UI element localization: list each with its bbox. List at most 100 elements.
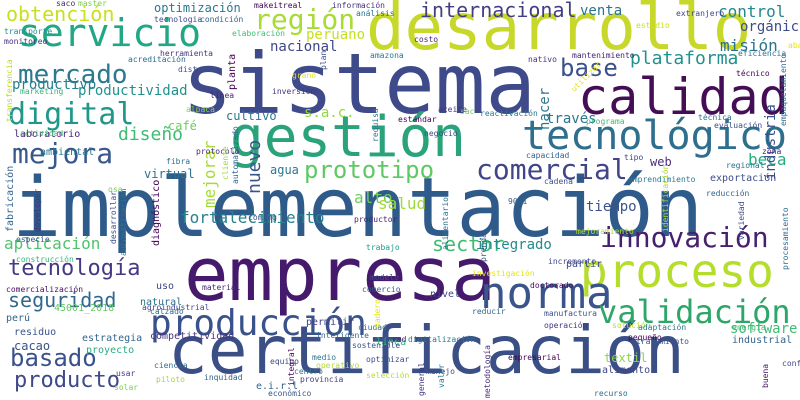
- cloud-word: implementación: [12, 161, 704, 256]
- cloud-word: 9001: [508, 197, 528, 206]
- cloud-word: marketing: [20, 87, 64, 96]
- cloud-word: mejora: [12, 137, 114, 170]
- cloud-word: nivel: [430, 289, 461, 300]
- cloud-word: norma: [480, 268, 613, 319]
- cloud-word: plataforma: [630, 48, 739, 69]
- cloud-word: doctorado: [530, 281, 574, 290]
- cloud-word: requisa: [371, 108, 380, 142]
- cloud-word: digital: [8, 97, 135, 132]
- cloud-word: línea: [210, 91, 235, 100]
- cloud-word: integral: [287, 347, 296, 386]
- cloud-word: fabricación: [5, 165, 16, 232]
- cloud-word: tecnológico: [522, 113, 787, 159]
- cloud-word: proceso: [580, 244, 774, 298]
- cloud-word: fibra: [166, 157, 191, 166]
- cloud-word: partir: [566, 259, 603, 270]
- cloud-word: coming: [248, 213, 277, 222]
- cloud-word: empresarial: [508, 353, 561, 362]
- cloud-word: laboratorio: [14, 129, 81, 140]
- cloud-word: producto: [14, 368, 120, 393]
- cloud-word: eficiencia: [738, 49, 787, 58]
- cloud-word: conf: [782, 359, 800, 368]
- cloud-word: ciencia: [154, 361, 188, 370]
- cloud-word: operativo: [316, 361, 360, 370]
- cloud-word: emprendimiento: [628, 175, 696, 184]
- cloud-word: general: [417, 362, 426, 396]
- cloud-word: inversión: [272, 87, 316, 96]
- cloud-word: industrial: [732, 335, 793, 346]
- cloud-word: saco: [56, 0, 76, 8]
- cloud-word: incremento: [548, 257, 597, 266]
- cloud-word: modelo: [370, 273, 399, 282]
- cloud-word: validación: [598, 293, 791, 331]
- cloud-word: productivo: [12, 77, 97, 93]
- cloud-word: elaboración: [232, 29, 285, 38]
- cloud-word: estándar: [398, 115, 437, 124]
- cloud-word: certificación: [168, 312, 685, 389]
- cloud-word: sac: [460, 107, 475, 116]
- cloud-word: obtención: [6, 2, 115, 26]
- cloud-word: mercado: [18, 60, 128, 90]
- cloud-word: optimización: [154, 1, 241, 15]
- cloud-word: calidad: [578, 68, 789, 126]
- cloud-word: reducción: [706, 189, 750, 198]
- cloud-word: solar: [114, 383, 139, 392]
- cloud-word: productividad: [78, 83, 188, 99]
- cloud-word: información: [332, 1, 385, 10]
- cloud-word: identificación: [661, 164, 670, 232]
- cloud-word: seguridad: [8, 288, 117, 312]
- cloud-word: línea: [376, 337, 407, 348]
- cloud-word: orgánico: [740, 19, 800, 35]
- cloud-word: transporte: [4, 27, 53, 36]
- cloud-word: diagnóstico: [151, 179, 162, 246]
- cloud-word: sistema: [182, 35, 537, 133]
- cloud-word: adaptación: [638, 323, 687, 332]
- cloud-word: beca: [748, 150, 787, 169]
- cloud-word: operación: [544, 321, 588, 330]
- cloud-word: tecnologia: [154, 15, 203, 24]
- cloud-word: aplicación: [4, 234, 101, 253]
- cloud-word: prototipo: [304, 156, 435, 184]
- cloud-word: café: [168, 119, 197, 133]
- cloud-word: construcción: [16, 255, 74, 264]
- cloud-word: negocio: [424, 129, 458, 138]
- cloud-word: protocolo: [196, 147, 240, 156]
- cloud-word: nacional: [270, 39, 338, 55]
- cloud-word: solución: [612, 321, 651, 330]
- cloud-word: comercial: [476, 153, 628, 186]
- cloud-word: master: [78, 0, 107, 8]
- cloud-word: medio: [312, 353, 337, 362]
- cloud-word: manufactura: [544, 309, 597, 318]
- cloud-word: sector: [432, 232, 505, 256]
- cloud-word: mantenimiento: [572, 51, 635, 60]
- cloud-word: uso: [156, 281, 175, 292]
- cloud-word: salud: [378, 194, 427, 213]
- cloud-word: usar: [116, 369, 136, 378]
- cloud-word: perú: [6, 313, 31, 324]
- cloud-word: diseño: [118, 124, 184, 145]
- cloud-word: inteligente: [316, 331, 369, 340]
- cloud-word: calzado: [150, 307, 184, 316]
- cloud-word: pequeño: [628, 333, 662, 342]
- cloud-word: optimizar: [366, 355, 410, 364]
- cloud-word: s.a.c.: [304, 105, 355, 121]
- cloud-word: peruano: [306, 27, 366, 43]
- cloud-word: venta: [580, 3, 623, 19]
- cloud-word: transferencia: [5, 59, 14, 122]
- cloud-word: permitir: [306, 317, 355, 328]
- cloud-word: exportación: [710, 173, 777, 184]
- cloud-word: developer: [33, 188, 42, 232]
- cloud-word: mejoramiento: [576, 227, 634, 236]
- cloud-word: comercialización: [6, 285, 84, 294]
- cloud-word: provincia: [300, 375, 344, 384]
- cloud-word: empresa: [184, 232, 496, 318]
- cloud-word: agroindustrial: [142, 303, 210, 312]
- cloud-word: condición: [200, 15, 244, 24]
- cloud-word: zona: [762, 147, 782, 156]
- cloud-word: centro: [294, 367, 323, 376]
- cloud-word: virtual: [144, 167, 195, 181]
- cloud-word: nadero: [373, 299, 382, 328]
- cloud-word: buena: [761, 363, 770, 388]
- cloud-word: ciudad: [358, 323, 387, 332]
- cloud-word: base: [560, 54, 618, 82]
